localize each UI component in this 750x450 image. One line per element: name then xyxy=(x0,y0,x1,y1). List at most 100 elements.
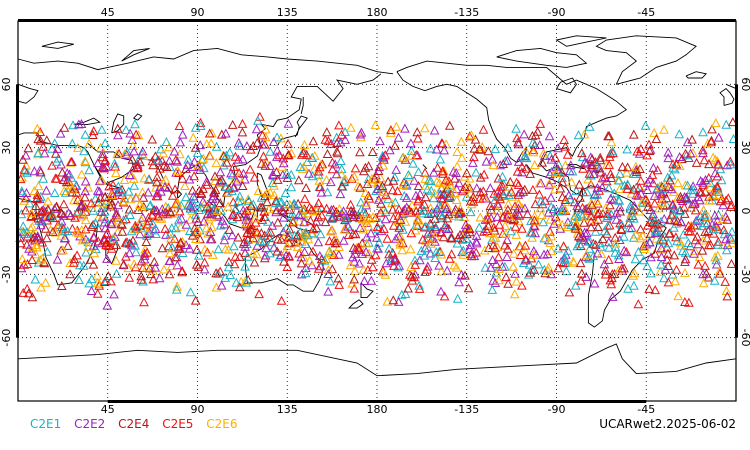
observation-marker xyxy=(80,215,91,225)
observation-marker xyxy=(498,158,509,168)
observation-marker xyxy=(154,273,165,283)
observation-marker xyxy=(488,160,499,170)
observation-marker xyxy=(644,283,655,293)
observation-marker xyxy=(233,232,244,242)
coastline-segment xyxy=(396,60,628,195)
observation-marker xyxy=(528,184,538,194)
y-tick-label-right: 60 xyxy=(739,77,750,91)
observation-marker xyxy=(50,227,61,237)
observation-marker xyxy=(175,137,186,147)
observation-marker xyxy=(394,204,404,214)
observation-marker xyxy=(272,132,282,142)
observation-marker xyxy=(177,236,188,246)
observation-marker xyxy=(590,226,601,236)
observation-marker xyxy=(88,259,99,269)
observation-marker xyxy=(711,221,722,231)
observation-marker xyxy=(265,227,276,237)
observation-marker xyxy=(17,172,27,182)
observation-marker xyxy=(185,287,196,297)
y-tick-label-left: 30 xyxy=(0,141,13,155)
observation-marker xyxy=(73,206,84,216)
observation-marker xyxy=(210,185,221,195)
observation-marker xyxy=(397,245,408,255)
observation-marker xyxy=(403,169,414,179)
observation-marker xyxy=(166,223,177,233)
observation-marker xyxy=(263,204,274,214)
observation-marker xyxy=(70,212,80,222)
observation-marker xyxy=(399,190,410,200)
x-tick-label-bottom: 180 xyxy=(367,403,388,416)
observation-marker xyxy=(518,257,529,267)
observation-marker xyxy=(51,202,62,212)
observation-marker xyxy=(702,138,713,148)
observation-marker xyxy=(652,183,663,193)
observation-marker xyxy=(571,185,582,195)
observation-marker xyxy=(248,140,259,150)
observation-marker xyxy=(327,164,338,174)
observation-marker xyxy=(393,132,404,142)
observation-marker xyxy=(449,173,460,183)
observation-marker xyxy=(589,278,600,288)
observation-marker xyxy=(699,209,710,219)
x-tick-label-top: -45 xyxy=(637,6,655,19)
observation-marker xyxy=(394,260,405,270)
observation-marker xyxy=(322,148,333,158)
observation-marker xyxy=(671,264,682,274)
observation-marker xyxy=(610,232,621,242)
observation-marker xyxy=(505,176,516,186)
observation-marker xyxy=(170,223,181,233)
observation-marker xyxy=(27,292,38,302)
observation-marker xyxy=(668,209,679,219)
observation-marker xyxy=(657,197,667,207)
observation-marker xyxy=(255,236,266,246)
frame-top-bar xyxy=(18,19,736,22)
observation-marker xyxy=(610,238,621,248)
observation-marker xyxy=(399,204,410,214)
observation-marker xyxy=(175,149,185,159)
observation-marker xyxy=(440,222,450,232)
observation-marker xyxy=(628,129,639,139)
observation-marker xyxy=(592,196,602,206)
observation-marker xyxy=(673,291,684,301)
coastline-segment xyxy=(17,83,39,104)
observation-marker xyxy=(100,155,111,165)
observation-marker xyxy=(525,227,536,237)
observation-marker xyxy=(80,155,90,165)
observation-marker xyxy=(704,195,715,205)
observation-marker xyxy=(39,148,50,158)
observation-marker xyxy=(400,123,410,133)
observation-marker xyxy=(579,157,590,167)
observation-marker xyxy=(429,125,440,135)
observation-marker xyxy=(300,193,310,203)
observation-marker xyxy=(529,264,539,274)
observation-marker xyxy=(174,243,185,253)
observation-marker xyxy=(423,232,434,242)
observation-marker xyxy=(545,237,556,247)
observation-marker xyxy=(307,171,318,181)
observation-marker xyxy=(118,259,129,269)
observation-marker xyxy=(119,148,130,158)
observation-marker xyxy=(548,204,559,214)
observation-marker xyxy=(288,217,298,227)
observation-marker xyxy=(252,227,263,237)
observation-marker xyxy=(220,128,231,138)
observation-marker xyxy=(86,198,97,208)
observation-marker xyxy=(258,151,269,161)
observation-marker xyxy=(563,245,573,255)
observation-marker xyxy=(717,214,728,224)
observation-marker xyxy=(202,201,213,211)
observation-marker xyxy=(104,241,114,251)
observation-marker xyxy=(102,228,113,238)
observation-marker xyxy=(296,258,307,268)
observation-marker xyxy=(368,211,378,221)
observation-marker xyxy=(466,130,477,140)
observation-marker xyxy=(423,243,433,253)
observation-marker xyxy=(595,155,606,165)
observation-marker xyxy=(442,265,453,275)
observation-marker xyxy=(330,159,341,169)
observation-marker xyxy=(601,202,611,212)
observation-marker xyxy=(152,172,162,182)
observation-marker xyxy=(298,252,309,262)
observation-marker xyxy=(631,229,641,239)
observation-marker xyxy=(380,214,391,224)
